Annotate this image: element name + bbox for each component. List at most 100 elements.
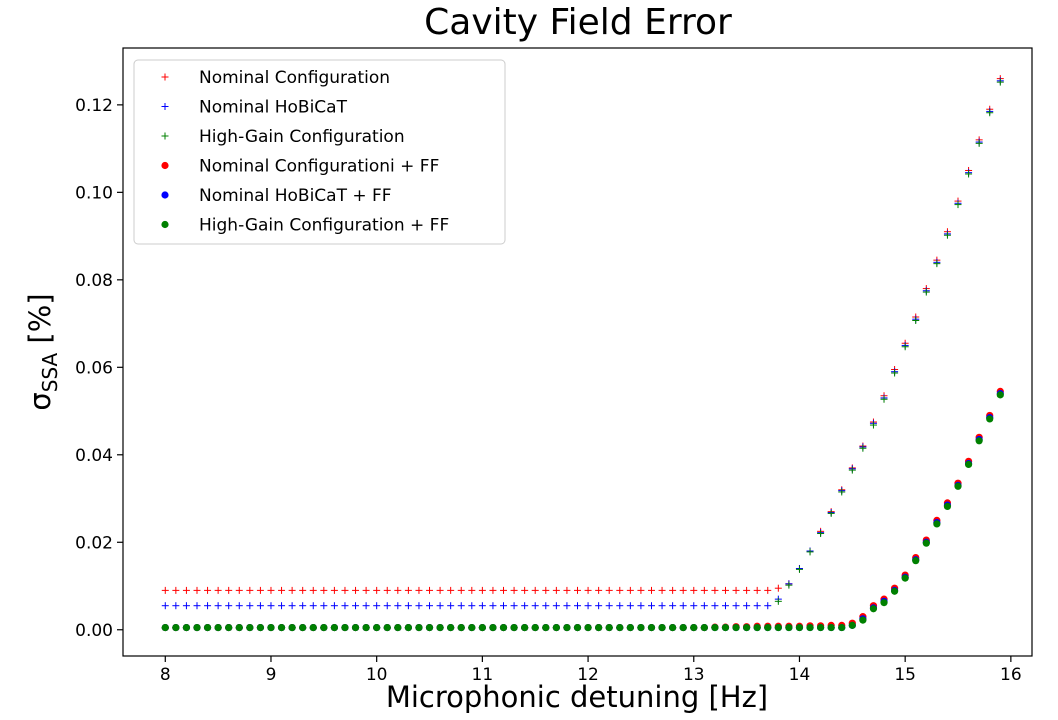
data-point [721, 586, 729, 594]
data-point [373, 624, 381, 632]
data-point [552, 624, 560, 632]
data-point [711, 586, 719, 594]
data-point [943, 502, 952, 511]
data-point [996, 391, 1004, 399]
data-point [383, 624, 391, 632]
data-point [299, 586, 307, 594]
data-point [574, 602, 581, 610]
legend-entry: High-Gain Configuration + FF [161, 216, 449, 236]
data-point [785, 581, 793, 589]
data-point [426, 624, 434, 632]
data-point [352, 586, 360, 594]
data-point [626, 602, 634, 610]
data-point [415, 586, 423, 594]
data-point [890, 587, 899, 595]
data-point [679, 624, 687, 632]
data-point [616, 602, 624, 610]
data-point [531, 624, 539, 632]
x-tick-label: 9 [266, 665, 277, 685]
data-point [278, 602, 286, 610]
data-point [595, 586, 603, 594]
data-point [753, 586, 761, 594]
data-point [552, 602, 560, 610]
data-point [732, 624, 740, 632]
data-point [225, 602, 233, 610]
data-point [457, 624, 465, 632]
data-point [690, 602, 698, 610]
data-point [320, 624, 328, 632]
data-point [584, 602, 592, 610]
data-point [933, 260, 941, 268]
data-point [542, 586, 550, 594]
data-point [806, 548, 814, 556]
data-point [964, 460, 973, 469]
data-point [647, 586, 655, 594]
data-point [700, 624, 708, 632]
data-point [288, 624, 296, 632]
data-point [362, 586, 370, 594]
legend-entry: Nominal HoBiCaT [161, 98, 348, 118]
data-point [352, 602, 360, 610]
data-point [204, 586, 212, 594]
data-point [478, 586, 486, 594]
data-point [521, 602, 529, 610]
data-point [352, 624, 360, 632]
y-tick-label: 0.10 [75, 183, 113, 203]
data-point [193, 624, 201, 632]
data-point [679, 602, 687, 610]
data-point [320, 602, 328, 610]
data-point [574, 624, 581, 632]
data-point [404, 586, 412, 594]
data-point [500, 602, 508, 610]
plot-frame [122, 47, 1033, 657]
y-axis-label-unit-text: [%] [23, 293, 57, 343]
data-point [859, 616, 867, 624]
data-point [182, 624, 190, 632]
data-point [383, 586, 391, 594]
data-point [172, 602, 180, 610]
data-point [531, 602, 539, 610]
data-point [235, 624, 243, 632]
data-point [954, 201, 962, 209]
data-point [161, 586, 169, 594]
data-point [288, 586, 296, 594]
data-point [510, 624, 518, 632]
series-3 [161, 78, 1004, 632]
data-point [426, 586, 434, 594]
data-point [256, 586, 264, 594]
y-tick-label: 0.12 [75, 96, 113, 116]
data-point [933, 520, 941, 528]
legend-marker [161, 191, 169, 199]
data-point [552, 586, 560, 594]
data-point [288, 602, 296, 610]
data-point [214, 602, 222, 610]
data-point [362, 624, 370, 632]
data-point [500, 624, 508, 632]
data-point [246, 602, 254, 610]
legend-marker [161, 73, 169, 81]
y-axis-ticks: 0.00 0.02 0.04 0.06 0.08 0.10 0.12 [75, 96, 123, 641]
data-point [447, 624, 455, 632]
data-point [299, 602, 307, 610]
data-point [626, 586, 634, 594]
legend-label: Nominal HoBiCaT + FF [199, 186, 392, 206]
data-point [605, 602, 613, 610]
data-point [922, 539, 930, 547]
data-point [616, 586, 624, 594]
data-point [172, 586, 180, 594]
legend-marker [161, 103, 169, 110]
data-point [912, 317, 920, 325]
legend-marker [161, 132, 169, 140]
data-point [214, 624, 222, 632]
data-point [436, 586, 444, 594]
data-point [362, 602, 370, 610]
data-point [848, 621, 856, 629]
legend-marker [161, 161, 169, 170]
data-point [880, 395, 888, 403]
data-point [182, 602, 190, 610]
x-tick-label: 10 [366, 665, 388, 685]
data-point [605, 624, 613, 632]
data-point [626, 624, 634, 632]
y-tick-label: 0.08 [75, 271, 113, 291]
